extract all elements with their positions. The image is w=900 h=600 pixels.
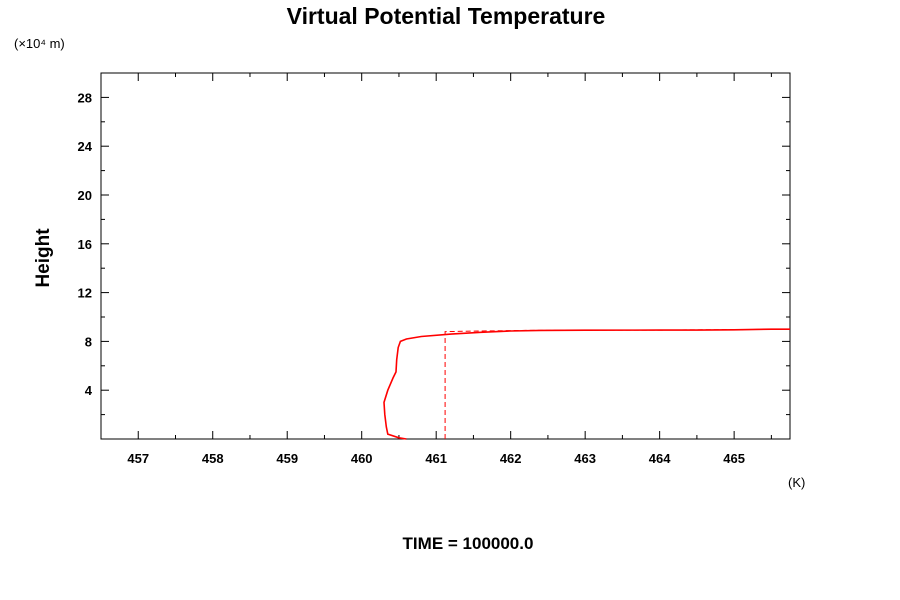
x-tick-label: 464	[649, 451, 671, 466]
chart-title: Virtual Potential Temperature	[287, 3, 606, 29]
y-tick-label: 16	[78, 237, 92, 252]
x-axis-unit: (K)	[788, 475, 805, 490]
y-tick-label: 12	[78, 286, 92, 301]
x-tick-label: 465	[723, 451, 745, 466]
x-tick-label: 463	[574, 451, 596, 466]
axis-tick-labels: 457 458 459 460 461 462 463 464 465 4 8 12 16 20 24 28	[78, 90, 745, 466]
x-tick-label: 462	[500, 451, 522, 466]
x-tick-label: 459	[276, 451, 298, 466]
x-tick-label: 457	[127, 451, 149, 466]
y-tick-label: 4	[85, 383, 93, 398]
x-tick-label: 460	[351, 451, 373, 466]
plot-frame	[100, 72, 791, 440]
axis-ticks	[100, 73, 790, 439]
y-tick-label: 28	[78, 90, 92, 105]
x-tick-label: 461	[425, 451, 447, 466]
x-tick-label: 458	[202, 451, 224, 466]
y-tick-label: 24	[78, 139, 93, 154]
y-axis-label: Height	[33, 228, 54, 288]
y-axis-unit: (×10⁴ m)	[14, 36, 65, 51]
data-lines	[383, 328, 791, 440]
time-label: TIME = 100000.0	[403, 534, 534, 553]
dashed-series-line	[444, 328, 791, 439]
y-tick-label: 8	[85, 334, 92, 349]
y-tick-label: 20	[78, 188, 92, 203]
